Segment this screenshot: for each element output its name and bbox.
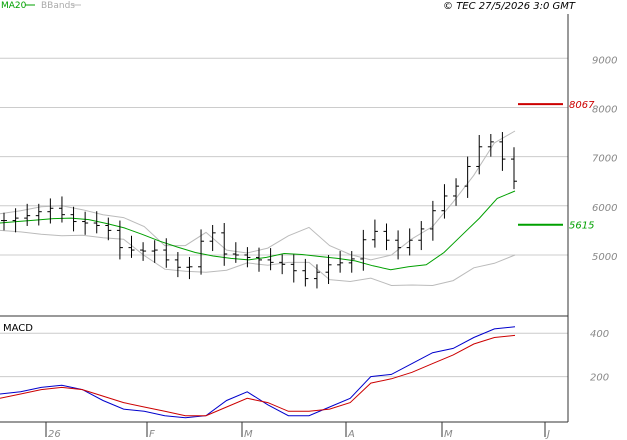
macd-signal-line [0,334,516,417]
price-bar-14 [163,238,170,268]
price-bar-27 [313,264,320,289]
macd-tick-label-0: 400 [590,329,609,340]
price-bar-22 [256,247,262,272]
price-bar-38 [441,184,448,219]
price-bar-6 [70,206,77,232]
price-bar-10 [116,220,123,260]
price-tick-label-2: 7000 [592,154,617,165]
level-lines: 8067 5615 [518,100,595,232]
price-bar-18 [209,224,216,252]
x-tick-label-3: A [347,429,355,440]
price-bar-19 [221,223,228,266]
price-tick-label-1: 8000 [592,104,617,115]
macd-line [0,326,516,419]
price-bar-33 [383,223,390,251]
price-bar-3 [35,203,42,226]
price-bar-11 [128,235,135,258]
price-bar-41 [476,134,483,175]
price-bar-42 [487,134,494,157]
price-bar-12 [140,242,147,261]
price-bar-23 [267,248,274,271]
price-bar-35 [406,228,413,256]
macd-axis-ticks: 400 200 [590,329,609,383]
x-tick-label-0: 26 [48,429,61,440]
price-bar-25 [290,254,297,283]
macd-grid [0,332,568,378]
price-bar-26 [302,258,309,287]
price-bar-31 [360,229,367,271]
level-label-1: 5615 [569,221,594,232]
bbands-lower-line [0,229,516,287]
price-bar-39 [453,178,460,206]
price-bars [1,132,517,289]
price-bar-5 [58,196,65,223]
level-label-0: 8067 [569,100,595,111]
price-bar-34 [395,230,402,260]
price-bar-37 [429,200,436,241]
price-grid [0,57,568,256]
x-axis-ticks: 26 F M A M J [45,422,550,440]
price-bar-43 [499,132,506,171]
x-tick-label-4: M [444,429,453,440]
price-bar-32 [371,219,378,248]
ma20-line [0,190,516,271]
price-bar-28 [325,254,332,284]
price-bar-7 [82,211,89,235]
price-bar-17 [198,229,205,275]
price-bar-44 [511,147,517,190]
price-bar-8 [93,211,100,234]
price-tick-label-0: 9000 [592,55,617,66]
price-bar-40 [464,156,471,198]
price-bar-2 [24,203,31,226]
price-tick-label-4: 5000 [592,252,617,263]
price-axis-ticks: 9000 8000 7000 6000 5000 [592,55,617,263]
x-tick-label-2: M [244,429,253,440]
copyright-timestamp: © TEC 27/5/2026 3:0 GMT [443,1,576,12]
price-bar-9 [105,217,112,241]
price-bar-24 [279,254,286,275]
chart-frame [0,14,569,423]
price-bar-21 [244,247,251,268]
price-bar-13 [151,240,158,263]
macd-tick-label-1: 200 [590,373,609,384]
price-bar-30 [348,251,355,273]
price-panel: 8067 5615 9000 8000 7000 6000 5000 [0,55,617,289]
macd-panel-title: MACD [3,323,33,334]
x-tick-label-5: J [545,429,550,440]
price-bar-4 [47,198,54,224]
bbands-upper-line [0,130,516,261]
legend-bbands: BBands [41,1,75,11]
legend-ma20: MA20 [1,1,27,11]
x-tick-label-1: F [149,429,155,440]
macd-panel: 400 200 MACD [0,323,609,419]
price-tick-label-3: 6000 [592,203,617,214]
price-bar-29 [337,251,344,273]
price-bar-15 [174,252,181,278]
price-bar-0 [1,212,7,231]
price-bar-20 [232,242,239,263]
price-bar-1 [12,208,19,233]
price-bar-36 [418,221,425,251]
price-bar-16 [186,256,193,280]
